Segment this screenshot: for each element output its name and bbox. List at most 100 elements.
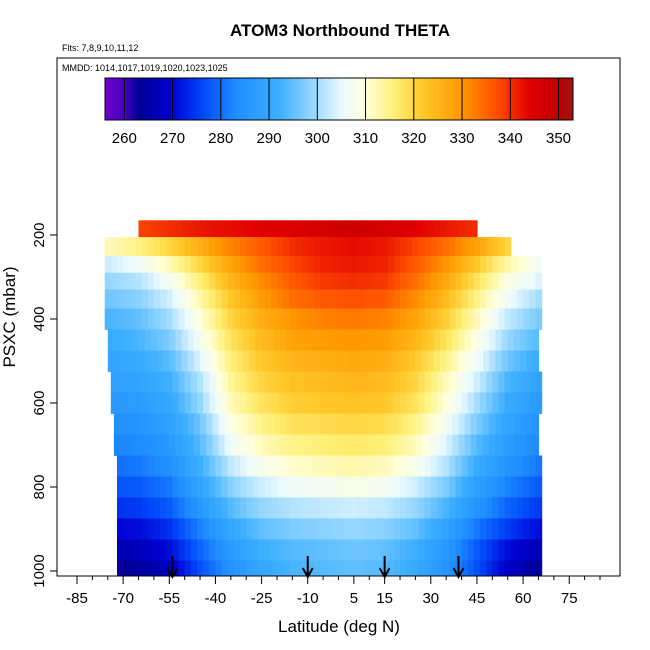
- heatmap-cell: [298, 329, 306, 351]
- heatmap-cell: [513, 413, 521, 435]
- heatmap-cell: [126, 434, 133, 456]
- heatmap-cell: [520, 434, 527, 456]
- heatmap-cell: [430, 272, 438, 290]
- heatmap-cell: [430, 560, 438, 577]
- x-axis-label: Latitude (deg N): [278, 617, 400, 636]
- heatmap-cell: [400, 455, 407, 477]
- heatmap-cell: [233, 308, 241, 330]
- heatmap-cell: [264, 560, 272, 577]
- heatmap-cell: [193, 220, 201, 238]
- heatmap-cell: [172, 237, 180, 257]
- heatmap-cell: [157, 350, 164, 372]
- heatmap-cell: [480, 497, 487, 519]
- heatmap-cell: [458, 434, 466, 456]
- heatmap-cell: [526, 413, 533, 435]
- heatmap-cell: [440, 413, 447, 435]
- heatmap-cell: [357, 371, 364, 393]
- heatmap-cell: [113, 329, 121, 351]
- heatmap-cell: [483, 350, 490, 372]
- heatmap-cell: [289, 371, 297, 393]
- heatmap-cell: [372, 350, 380, 372]
- heatmap-cell: [172, 371, 180, 393]
- heatmap-cell: [283, 289, 290, 309]
- heatmap-cell: [283, 497, 290, 519]
- heatmap-cell: [215, 237, 223, 257]
- heatmap-cell: [135, 497, 143, 519]
- heatmap-cell: [393, 455, 401, 477]
- heatmap-cell: [418, 272, 426, 290]
- dates-annotation: MMDD: 1014,1017,1019,1020,1023,1025: [62, 63, 228, 73]
- heatmap-cell: [203, 539, 210, 561]
- heatmap-cell: [147, 560, 155, 577]
- heatmap-cell: [169, 220, 177, 238]
- heatmap-cell: [117, 371, 124, 393]
- heatmap-cell: [366, 350, 373, 372]
- heatmap-cell: [166, 539, 173, 561]
- heatmap-cell: [243, 350, 250, 372]
- heatmap-cell: [492, 272, 500, 290]
- heatmap-cell: [295, 392, 303, 414]
- heatmap-cell: [350, 308, 358, 330]
- heatmap-cell: [523, 272, 530, 290]
- heatmap-cell: [387, 371, 395, 393]
- heatmap-cell: [298, 220, 306, 238]
- heatmap-cell: [243, 434, 250, 456]
- heatmap-cell: [430, 476, 438, 498]
- heatmap-cell: [418, 518, 426, 540]
- heatmap-cell: [169, 434, 177, 456]
- heatmap-cell: [258, 455, 266, 477]
- heatmap-cell: [135, 518, 143, 540]
- heatmap-cell: [144, 413, 152, 435]
- heatmap-cell: [467, 497, 475, 519]
- heatmap-cell: [286, 329, 293, 351]
- x-tick-label: -55: [158, 590, 180, 607]
- heatmap-cell: [255, 329, 263, 351]
- heatmap-cell: [243, 413, 250, 435]
- heatmap-cell: [144, 329, 152, 351]
- heatmap-cell: [240, 371, 247, 393]
- colorbar-tick-label: 280: [208, 130, 233, 147]
- heatmap-cell: [492, 237, 500, 257]
- heatmap-cell: [427, 413, 435, 435]
- heatmap-cell: [363, 371, 370, 393]
- heatmap-cell: [489, 350, 496, 372]
- heatmap-cell: [221, 455, 229, 477]
- heatmap-cell: [501, 329, 509, 351]
- heatmap-cell: [280, 434, 287, 456]
- heatmap-cell: [307, 289, 315, 309]
- heatmap-cell: [215, 289, 223, 309]
- heatmap-cell: [252, 256, 260, 274]
- heatmap-cell: [449, 272, 457, 290]
- heatmap-cell: [153, 539, 161, 561]
- heatmap-cell: [510, 308, 518, 330]
- heatmap-cell: [258, 476, 266, 498]
- heatmap-cell: [123, 497, 130, 519]
- heatmap-cell: [412, 518, 420, 540]
- heatmap-cell: [135, 476, 143, 498]
- heatmap-cell: [197, 289, 204, 309]
- heatmap-cell: [197, 392, 204, 414]
- heatmap-cell: [110, 272, 118, 290]
- heatmap-cell: [317, 329, 324, 351]
- heatmap-cell: [209, 237, 217, 257]
- heatmap-cell: [467, 392, 475, 414]
- heatmap-cell: [166, 237, 173, 257]
- heatmap-cell: [400, 476, 407, 498]
- heatmap-cell: [363, 560, 370, 577]
- heatmap-cell: [150, 329, 158, 351]
- heatmap-cell: [461, 455, 469, 477]
- heatmap-cell: [240, 539, 247, 561]
- heatmap-cell: [415, 413, 423, 435]
- heatmap-cell: [310, 434, 318, 456]
- heatmap-cell: [393, 497, 401, 519]
- heatmap-cell: [175, 350, 183, 372]
- heatmap-cell: [387, 392, 395, 414]
- heatmap-cell: [123, 560, 130, 577]
- heatmap-cell: [280, 350, 287, 372]
- heatmap-cell: [326, 392, 333, 414]
- heatmap-cell: [412, 497, 420, 519]
- heatmap-cell: [249, 220, 257, 238]
- heatmap-cell: [464, 350, 472, 372]
- heatmap-cell: [430, 539, 438, 561]
- y-tick-label: 400: [31, 306, 48, 331]
